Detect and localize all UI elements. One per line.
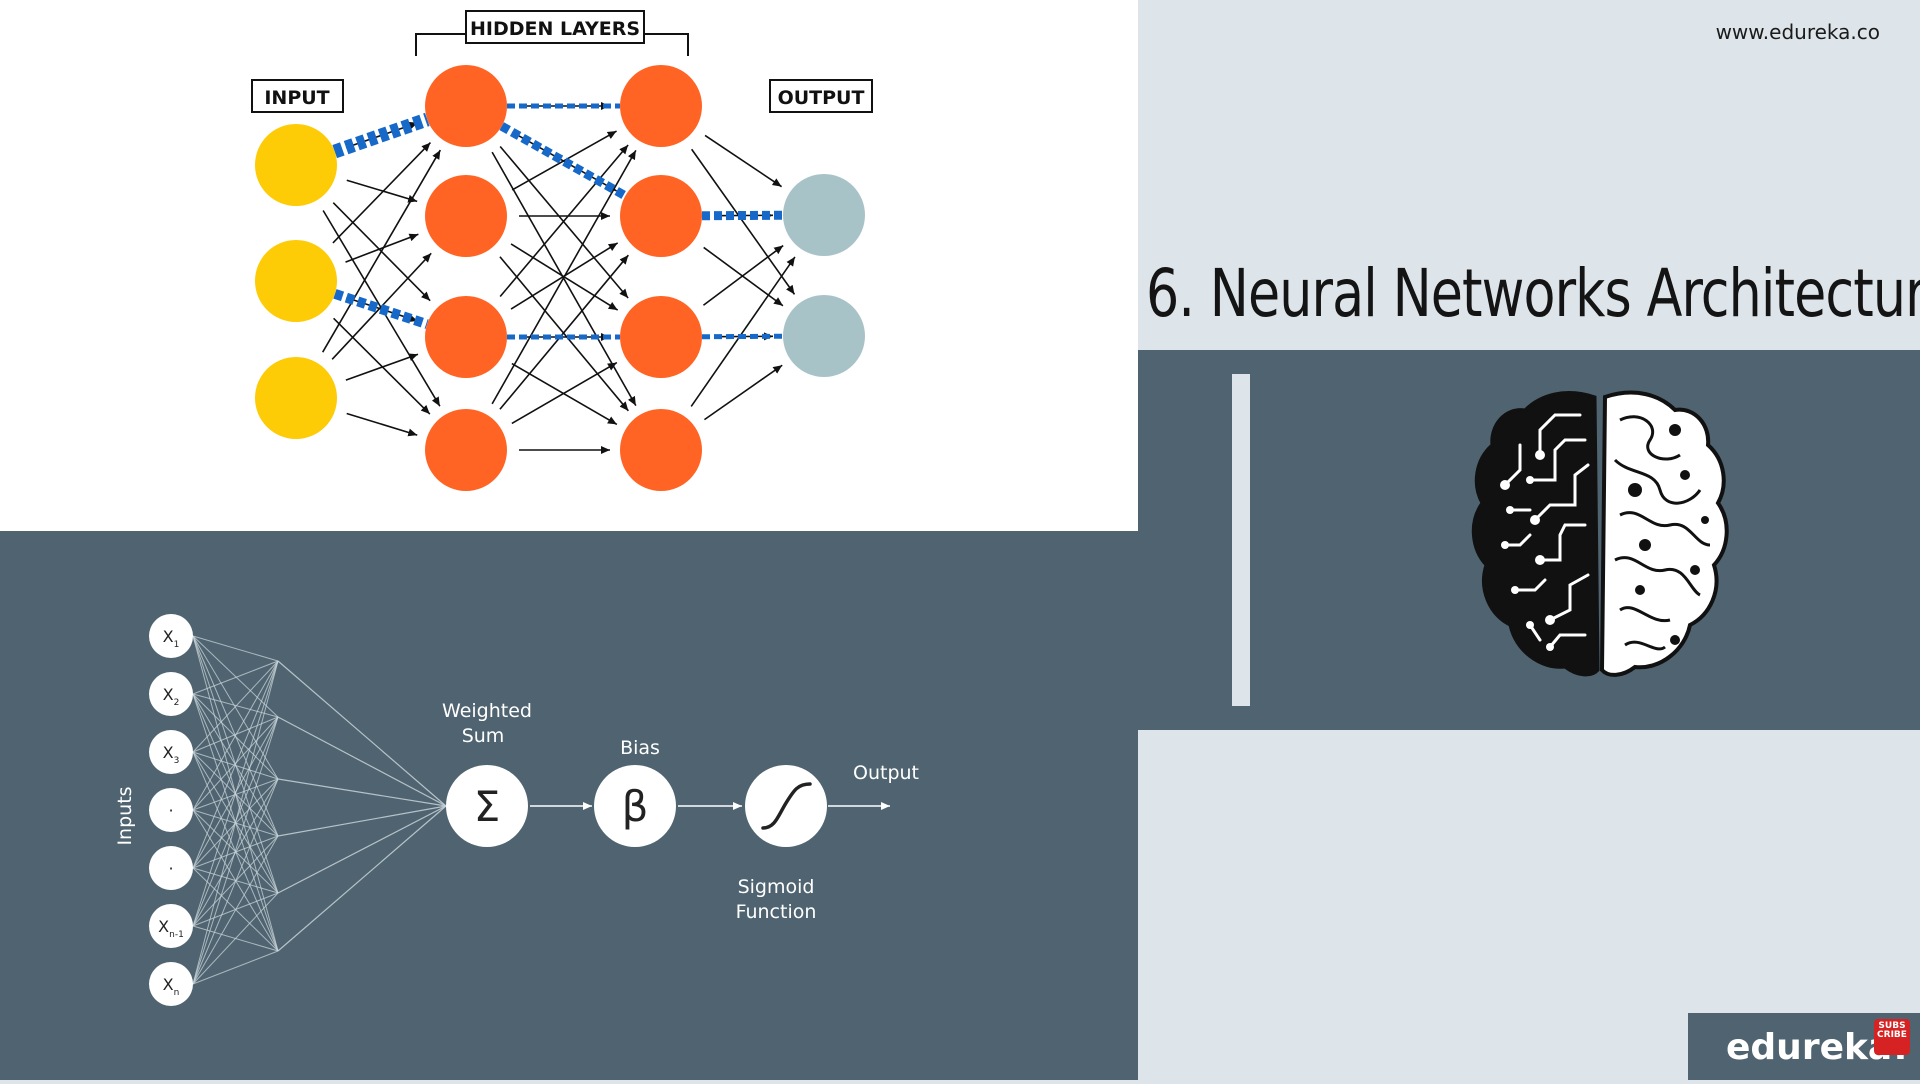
connection-arrow xyxy=(692,149,795,294)
slide-title: 6. Neural Networks Architectures xyxy=(1146,255,1920,332)
connection-arrow xyxy=(691,257,795,407)
weighted-label-line1: Weighted xyxy=(442,700,532,722)
accent-bar xyxy=(1232,374,1250,706)
connection-arrow xyxy=(323,150,441,352)
output-node xyxy=(783,295,865,377)
weight-line xyxy=(193,779,278,984)
connection-arrow xyxy=(512,364,617,425)
sum-line xyxy=(278,806,446,893)
brain-circuit-icon xyxy=(1460,385,1740,685)
input-node xyxy=(149,904,193,948)
connection-arrow xyxy=(704,365,782,419)
bias-symbol: β xyxy=(622,782,649,831)
connection-arrow xyxy=(347,414,418,436)
weight-line xyxy=(193,836,278,984)
connection-arrow xyxy=(347,180,417,201)
subscribe-badge[interactable]: SUBS CRIBE xyxy=(1874,1019,1910,1055)
sum-line xyxy=(278,806,446,836)
input-node-label: · xyxy=(168,859,173,878)
input-node xyxy=(255,240,337,322)
hidden1-node xyxy=(425,296,507,378)
connection-arrow xyxy=(346,354,418,380)
hidden1-node xyxy=(425,65,507,147)
highlighted-path xyxy=(335,106,783,337)
hidden2-node xyxy=(620,296,702,378)
connection-arrow xyxy=(512,363,617,424)
sigmoid-label-line1: Sigmoid xyxy=(738,876,815,898)
input-label: INPUT xyxy=(264,87,329,109)
weight-line xyxy=(193,717,278,984)
input-weight-lines xyxy=(193,636,446,984)
edureka-logo-box: edureka! SUBS CRIBE xyxy=(1688,1013,1920,1080)
weighted-label-line2: Sum xyxy=(462,725,505,747)
output-node xyxy=(783,174,865,256)
output-label: Output xyxy=(853,762,919,784)
neural-network-diagram: HIDDEN LAYERS INPUT OUTPUT xyxy=(0,0,1138,531)
sum-line xyxy=(278,806,446,951)
connection-arrow xyxy=(346,234,419,262)
weight-line xyxy=(193,661,278,926)
input-node-label: · xyxy=(168,801,173,820)
hidden2-node xyxy=(620,175,702,257)
neural-network-svg: HIDDEN LAYERS INPUT OUTPUT xyxy=(0,0,1138,531)
inputs-axis-label: Inputs xyxy=(114,786,136,845)
bias-label: Bias xyxy=(620,737,660,759)
hidden1-node xyxy=(425,409,507,491)
weight-line xyxy=(193,951,278,984)
input-node xyxy=(255,124,337,206)
sum-symbol: Σ xyxy=(474,782,501,831)
hidden2-node xyxy=(620,65,702,147)
output-label: OUTPUT xyxy=(778,87,865,109)
hidden-layers-label: HIDDEN LAYERS xyxy=(470,18,640,40)
input-node xyxy=(255,357,337,439)
sum-line xyxy=(278,661,446,806)
sigmoid-label-line2: Function xyxy=(736,901,817,923)
hidden1-node xyxy=(425,175,507,257)
connection-arrow xyxy=(500,145,628,297)
connection-arrow xyxy=(705,135,782,186)
hidden2-node xyxy=(620,409,702,491)
website-url[interactable]: www.edureka.co xyxy=(1716,20,1880,44)
